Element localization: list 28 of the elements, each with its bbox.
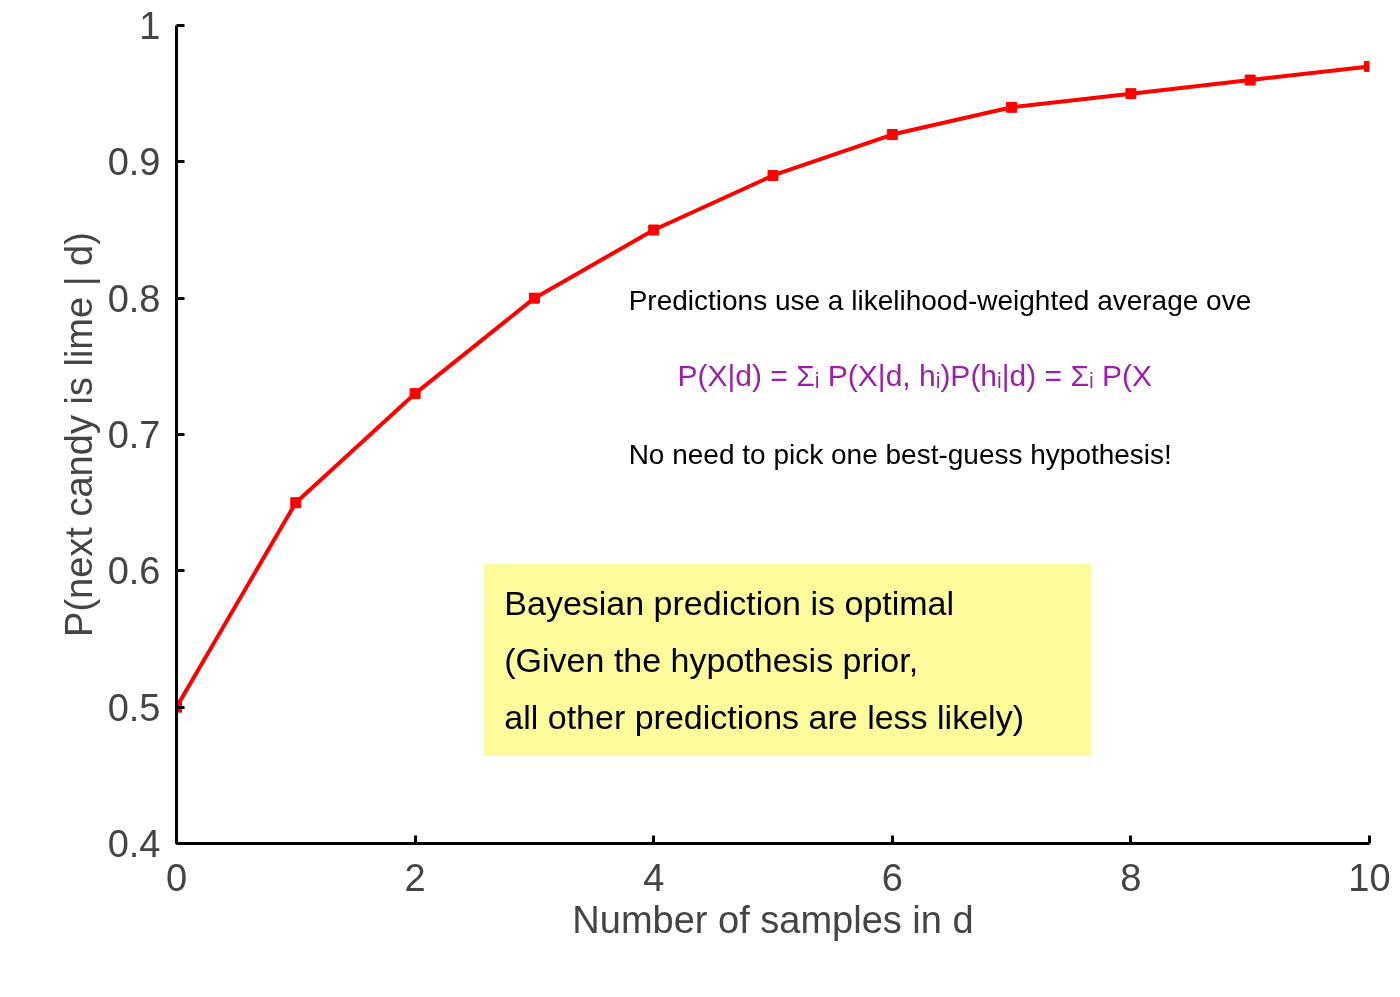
point [1244,74,1256,86]
point [886,129,898,141]
point [648,224,660,236]
y-axis-title: P(next candy is lime | d) [57,232,100,637]
y-tick-label: 0.8 [107,277,161,320]
annotation: No need to pick one best-guess hypothesis! [628,439,1172,471]
x-tick-label: 8 [1120,856,1142,899]
annotation: P(X|d) = Σᵢ P(X|d, hᵢ)P(hᵢ|d) = Σᵢ P(X [677,359,1153,393]
x-axis-title: Number of samples in d [572,898,974,941]
point [409,388,421,400]
point [1006,101,1018,113]
point [1125,88,1137,100]
x-tick-label: 4 [643,856,665,899]
y-tick-label: 0.4 [107,823,161,865]
point [528,292,540,304]
y-tick-label: 0.5 [107,686,161,729]
x-tick-label: 2 [404,856,426,899]
y-tick-label: 1 [139,5,161,47]
x-tick-label: 6 [881,856,903,899]
point [290,497,302,509]
y-tick-label: 0.6 [107,550,161,593]
y-tick-label: 0.9 [107,141,161,184]
point [767,169,779,181]
x-tick-label: 10 [1348,856,1391,899]
x-tick-label: 0 [165,856,188,899]
annotation: Predictions use a likelihood-weighted average ove [628,285,1252,317]
annotation: Bayesian prediction is optimal (Given the hypothesis prior, all other predictions are less likely) [504,584,1024,737]
y-tick-label: 0.7 [107,414,161,456]
